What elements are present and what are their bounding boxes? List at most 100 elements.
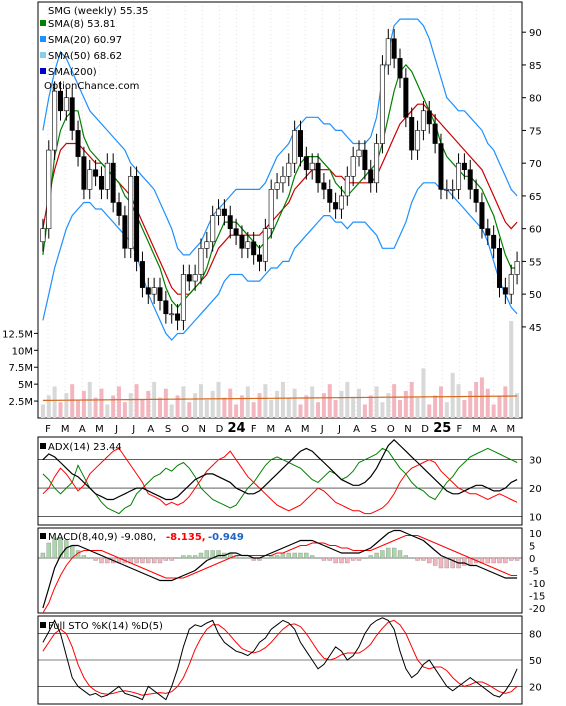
macd-tick-label: -15 (529, 592, 545, 603)
volume-bar (210, 390, 215, 418)
macd-histogram-bar (181, 555, 186, 559)
macd-label: MACD(8,40,9) -9.080, (48, 532, 156, 543)
adx-tick-label: 30 (529, 456, 542, 467)
volume-bar (479, 377, 484, 418)
month-tick-label: 24 (228, 421, 246, 436)
volume-bar (462, 399, 467, 418)
price-tick-label: 80 (529, 94, 542, 105)
volume-bar (163, 388, 168, 418)
volume-bar (105, 404, 110, 418)
macd-histogram-bar (187, 555, 192, 559)
month-tick-label: M (95, 424, 104, 435)
macd-histogram-bar (40, 552, 46, 559)
macd-histogram-bar (157, 557, 163, 564)
month-tick-label: M (507, 424, 516, 435)
candle-body (362, 149, 368, 171)
volume-bar (409, 381, 414, 418)
adx-label: ADX(14) 23.44 (48, 442, 122, 453)
macd-histogram-bar (146, 557, 151, 564)
macd-histogram-bar (204, 550, 209, 559)
candle-body (157, 287, 163, 302)
time-axis: F M A M J J A S O N D 24 F M A M J J A S O N D 25 F M A M (45, 421, 515, 436)
legend-swatch-sma8 (40, 20, 46, 26)
price-tick-label: 65 (529, 192, 542, 203)
volume-bar (339, 390, 344, 418)
macd-histogram-bar (491, 557, 496, 564)
price-overlays (42, 18, 518, 341)
candle-body (151, 287, 157, 295)
month-tick-label: A (285, 424, 292, 435)
macd-histogram-bar (286, 552, 291, 559)
macd-histogram-bar (321, 557, 327, 561)
macd-histogram-bar (315, 557, 321, 559)
macd-histogram-bar (356, 557, 362, 561)
adx-line (42, 438, 518, 501)
sma20-line (42, 103, 518, 295)
macd-histogram-bar (345, 557, 350, 564)
volume-bar (509, 320, 514, 418)
candle-body (46, 149, 52, 229)
month-tick-label: J (114, 424, 118, 435)
legend-sma20: SMA(20) 60.97 (48, 35, 122, 46)
legend-swatch-sma20 (40, 36, 46, 42)
candle-body (432, 123, 438, 144)
macd-histogram-bar (274, 555, 280, 559)
ticker-label: SMG (weekly) 55.35 (48, 6, 148, 17)
volume-bar (245, 386, 250, 418)
candle-body (57, 90, 63, 112)
month-tick-label: 25 (433, 421, 451, 436)
candle-body (40, 228, 46, 243)
volume-bar (146, 390, 151, 418)
volume-bar (134, 384, 139, 418)
volume-bar (239, 395, 244, 418)
volume-bar (362, 404, 367, 418)
macd-value: -8.135, (166, 532, 206, 543)
price-tick-label: 60 (529, 225, 542, 236)
volume-bars (40, 320, 520, 418)
macd-swatch (40, 533, 46, 539)
macd-signal-value: -0.949 (208, 532, 244, 543)
price-tick-label: 70 (529, 159, 542, 170)
macd-histogram-bar (514, 557, 520, 561)
price-tick-label: 55 (529, 257, 542, 268)
volume-bar (497, 395, 502, 418)
volume-bar (415, 397, 420, 418)
macd-histogram-bar (450, 557, 455, 569)
volume-bar (374, 386, 379, 418)
price-tick-label: 85 (529, 61, 542, 72)
month-tick-label: F (457, 424, 463, 435)
candle-body (450, 189, 456, 191)
volume-bar (398, 399, 402, 418)
volume-bar (128, 393, 133, 418)
legend-sma200: SMA(200) (48, 67, 97, 78)
volume-bar (234, 404, 239, 418)
volume-bar (304, 395, 309, 418)
month-tick-label: A (79, 424, 86, 435)
candle-body (69, 97, 75, 131)
candle-body (204, 241, 210, 249)
candle-body (444, 189, 450, 191)
candle-body (93, 169, 99, 177)
adx-swatch (40, 443, 46, 449)
volume-bar (81, 390, 86, 418)
macd-histogram-bar (64, 540, 69, 559)
macd-histogram-bar (81, 555, 87, 559)
price-tick-label: 90 (529, 28, 542, 39)
volume-bar (433, 395, 438, 418)
candle-body (139, 261, 145, 288)
candle-body (303, 156, 309, 171)
adx-tick-label: 20 (529, 484, 542, 495)
candle-body (350, 156, 356, 177)
volume-bar (392, 384, 397, 418)
macd-histogram-bar (432, 557, 438, 566)
candle-body (134, 175, 140, 262)
volume-tick-label: 10M (12, 346, 33, 357)
sto-lines (42, 617, 518, 701)
candle-body (274, 182, 280, 190)
candle-body (292, 130, 298, 164)
candle-body (186, 274, 192, 282)
volume-bar (485, 388, 490, 418)
month-tick-label: F (251, 424, 257, 435)
macd-tick-label: -5 (529, 567, 539, 578)
month-tick-label: N (404, 424, 411, 435)
